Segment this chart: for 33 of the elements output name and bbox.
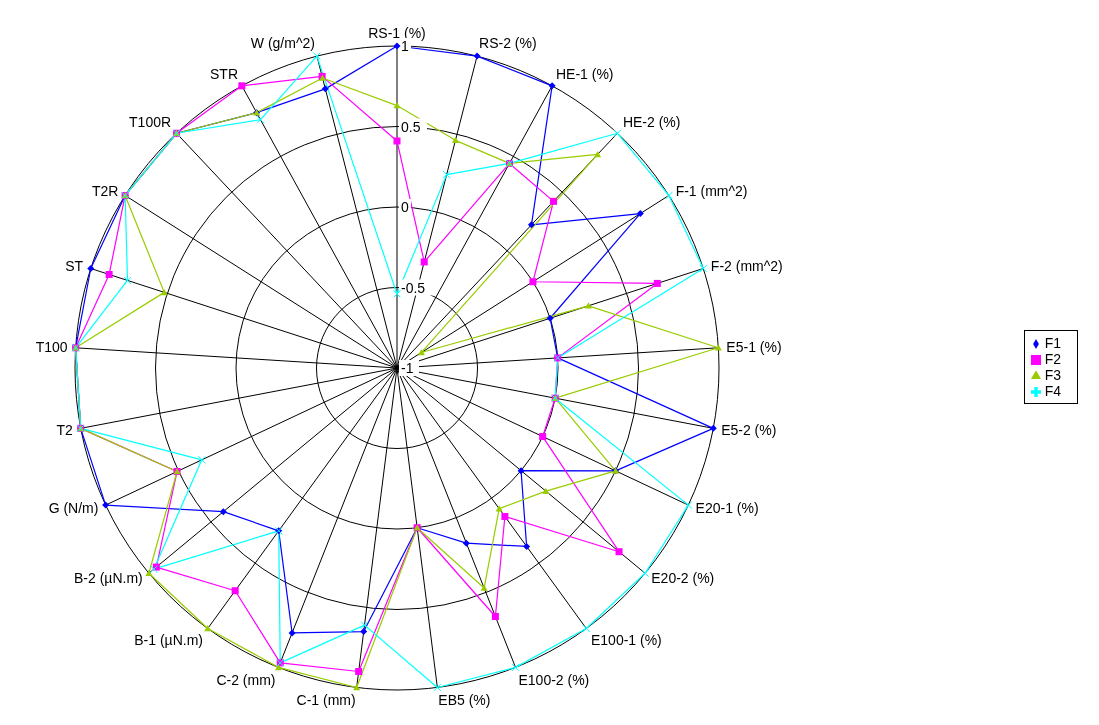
spoke-label: RS-1 (%) bbox=[368, 25, 426, 41]
y-tick-label: 0 bbox=[401, 199, 409, 215]
spoke-label: G (N/m) bbox=[48, 500, 99, 517]
legend-label: F4 bbox=[1044, 382, 1061, 399]
spoke-label: F-1 (mm^2) bbox=[675, 183, 748, 200]
spoke-label: E5-2 (%) bbox=[721, 421, 777, 438]
spoke-label: E20-1 (%) bbox=[695, 500, 759, 517]
spoke-label: RS-2 (%) bbox=[479, 35, 537, 52]
spoke-label: B-1 (µN.m) bbox=[134, 631, 204, 648]
spoke-label: F-2 (mm^2) bbox=[710, 257, 783, 274]
legend-label: F1 bbox=[1044, 334, 1061, 351]
spoke-label: C-1 (mm) bbox=[296, 692, 356, 709]
y-tick-label: -1 bbox=[401, 360, 414, 376]
spoke-label: EB5 (%) bbox=[438, 692, 491, 709]
spoke-label: B-2 (µN.m) bbox=[74, 570, 143, 587]
spoke-label: C-2 (mm) bbox=[216, 671, 276, 688]
y-tick-label: -0.5 bbox=[401, 279, 426, 296]
spoke-label: T2R bbox=[91, 183, 119, 200]
spoke-label: E100-2 (%) bbox=[518, 671, 590, 688]
spoke-label: E5-1 (%) bbox=[726, 339, 782, 356]
spoke-label: T2 bbox=[56, 421, 74, 438]
legend-label: F3 bbox=[1044, 366, 1061, 383]
spoke-label: T100 bbox=[35, 339, 68, 356]
spoke-label: HE-2 (%) bbox=[622, 114, 681, 131]
spoke-label: HE-1 (%) bbox=[555, 65, 614, 82]
spoke-label: T100R bbox=[129, 114, 172, 131]
legend-label: F2 bbox=[1044, 350, 1061, 367]
spoke-label: W (g/m^2) bbox=[250, 35, 315, 52]
spoke-label: STR bbox=[210, 65, 239, 82]
y-tick-label: 0.5 bbox=[401, 118, 421, 135]
spoke-label: ST bbox=[65, 257, 84, 274]
spoke-label: E100-1 (%) bbox=[590, 631, 662, 648]
spoke-label: E20-2 (%) bbox=[651, 570, 715, 587]
